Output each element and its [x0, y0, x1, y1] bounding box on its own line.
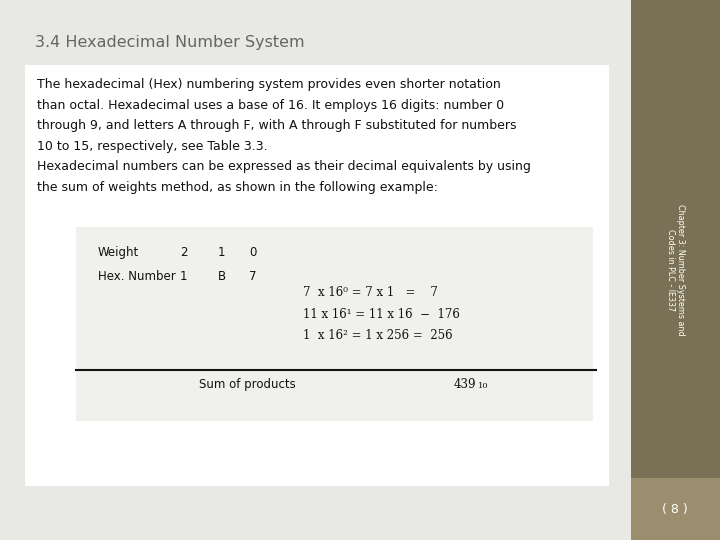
Text: 1: 1 [180, 270, 187, 283]
FancyBboxPatch shape [631, 0, 720, 478]
Text: ( 8 ): ( 8 ) [662, 503, 688, 516]
FancyBboxPatch shape [76, 227, 593, 421]
Text: the sum of weights method, as shown in the following example:: the sum of weights method, as shown in t… [37, 181, 438, 194]
Text: 0: 0 [249, 246, 256, 259]
Text: 1: 1 [217, 246, 225, 259]
Text: 2: 2 [180, 246, 187, 259]
Text: 439: 439 [454, 378, 477, 391]
Text: 3.4 Hexadecimal Number System: 3.4 Hexadecimal Number System [35, 35, 305, 50]
Text: 10 to 15, respectively, see Table 3.3.: 10 to 15, respectively, see Table 3.3. [37, 140, 267, 153]
Text: 1  x 16² = 1 x 256 =  256: 1 x 16² = 1 x 256 = 256 [302, 329, 452, 342]
Text: Sum of products: Sum of products [199, 378, 295, 391]
Text: B: B [217, 270, 226, 283]
Text: Weight: Weight [98, 246, 139, 259]
Text: through 9, and letters A through F, with A through F substituted for numbers: through 9, and letters A through F, with… [37, 119, 516, 132]
FancyBboxPatch shape [631, 478, 720, 540]
Text: 11 x 16¹ = 11 x 16  −  176: 11 x 16¹ = 11 x 16 − 176 [302, 308, 459, 321]
Text: Hex. Number: Hex. Number [98, 270, 176, 283]
Text: 10: 10 [478, 382, 489, 390]
Text: Hexadecimal numbers can be expressed as their decimal equivalents by using: Hexadecimal numbers can be expressed as … [37, 160, 531, 173]
Text: than octal. Hexadecimal uses a base of 16. It employs 16 digits: number 0: than octal. Hexadecimal uses a base of 1… [37, 99, 504, 112]
FancyBboxPatch shape [25, 65, 608, 486]
Text: Chapter 3: Number Systems and
Codes in PLC - IE337: Chapter 3: Number Systems and Codes in P… [666, 204, 685, 336]
Text: 7: 7 [249, 270, 256, 283]
Text: The hexadecimal (Hex) numbering system provides even shorter notation: The hexadecimal (Hex) numbering system p… [37, 78, 500, 91]
Text: 7  x 16⁰ = 7 x 1   =    7: 7 x 16⁰ = 7 x 1 = 7 [302, 286, 438, 299]
